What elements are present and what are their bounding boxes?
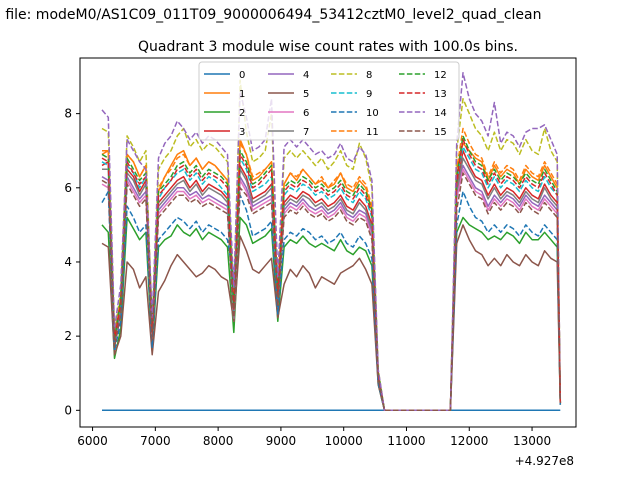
series-line-5 — [101, 224, 562, 412]
legend-label-6: 6 — [303, 108, 309, 119]
legend-label-7: 7 — [303, 127, 309, 138]
y-tick-label: 8 — [64, 107, 72, 121]
series-line-15 — [101, 172, 562, 412]
legend-label-2: 2 — [239, 108, 245, 119]
series-layer — [101, 72, 562, 412]
series-line-7 — [102, 157, 562, 412]
legend-label-3: 3 — [239, 127, 245, 138]
x-tick-label: 6000 — [77, 434, 108, 448]
legend-label-12: 12 — [434, 70, 447, 81]
series-line-11 — [102, 127, 562, 412]
series-line-6 — [101, 168, 562, 412]
legend-label-1: 1 — [239, 89, 245, 100]
legend-label-15: 15 — [434, 127, 447, 138]
figure-suptitle: n file: modeM0/AS1C09_011T09_9000006494_… — [0, 7, 541, 23]
series-line-3 — [101, 149, 562, 412]
x-tick-label: 9000 — [266, 434, 297, 448]
series-line-9 — [101, 146, 562, 412]
plot-frame — [79, 57, 577, 428]
legend-label-13: 13 — [434, 89, 447, 100]
legend-frame — [198, 61, 460, 141]
legend-label-8: 8 — [366, 70, 372, 81]
series-line-10 — [101, 190, 562, 412]
legend-label-5: 5 — [303, 89, 309, 100]
series-line-2 — [101, 216, 562, 412]
chart-title: Quadrant 3 module wise count rates with … — [138, 39, 518, 55]
series-line-12 — [101, 135, 562, 412]
x-tick-label: 10000 — [325, 434, 363, 448]
x-tick-label: 8000 — [203, 434, 234, 448]
legend-label-0: 0 — [239, 70, 245, 81]
series-line-14 — [101, 72, 562, 412]
y-tick-label: 4 — [64, 255, 72, 269]
x-tick-label: 13000 — [513, 434, 551, 448]
y-tick-label: 6 — [64, 181, 72, 195]
x-tick-label: 12000 — [450, 434, 488, 448]
x-tick-label: 11000 — [387, 434, 425, 448]
legend-label-14: 14 — [434, 108, 447, 119]
x-offset-label: +4.927e8 — [515, 454, 574, 468]
legend-label-4: 4 — [303, 70, 309, 81]
legend-label-9: 9 — [366, 89, 372, 100]
legend-label-11: 11 — [366, 127, 379, 138]
series-line-4 — [101, 164, 562, 412]
legend-label-10: 10 — [366, 108, 379, 119]
series-line-13 — [101, 138, 562, 412]
y-axis: 0 2 4 6 8 — [64, 107, 80, 417]
y-tick-label: 2 — [64, 329, 72, 343]
y-tick-label: 0 — [64, 403, 72, 417]
x-axis: 6000 7000 8000 9000 10000 11000 12000 13000 — [77, 427, 551, 448]
x-tick-label: 7000 — [140, 434, 171, 448]
